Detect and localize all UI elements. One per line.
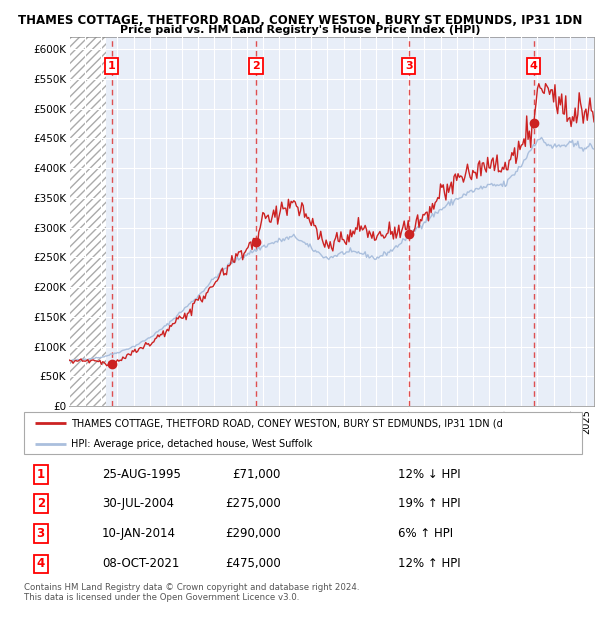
Text: £71,000: £71,000 [232, 468, 281, 481]
Text: 6% ↑ HPI: 6% ↑ HPI [398, 527, 453, 540]
FancyBboxPatch shape [24, 412, 582, 454]
Text: 12% ↓ HPI: 12% ↓ HPI [398, 468, 460, 481]
Text: 19% ↑ HPI: 19% ↑ HPI [398, 497, 460, 510]
Text: HPI: Average price, detached house, West Suffolk: HPI: Average price, detached house, West… [71, 439, 313, 449]
Text: THAMES COTTAGE, THETFORD ROAD, CONEY WESTON, BURY ST EDMUNDS, IP31 1DN: THAMES COTTAGE, THETFORD ROAD, CONEY WES… [18, 14, 582, 27]
Text: THAMES COTTAGE, THETFORD ROAD, CONEY WESTON, BURY ST EDMUNDS, IP31 1DN (d: THAMES COTTAGE, THETFORD ROAD, CONEY WES… [71, 418, 503, 428]
Text: 3: 3 [37, 527, 45, 540]
Text: 1: 1 [37, 468, 45, 481]
Text: 1: 1 [108, 61, 116, 71]
Text: 12% ↑ HPI: 12% ↑ HPI [398, 557, 460, 570]
Text: 10-JAN-2014: 10-JAN-2014 [102, 527, 176, 540]
Text: 3: 3 [405, 61, 413, 71]
Text: 4: 4 [530, 61, 538, 71]
Text: 2: 2 [252, 61, 260, 71]
Text: 25-AUG-1995: 25-AUG-1995 [102, 468, 181, 481]
Text: Contains HM Land Registry data © Crown copyright and database right 2024.
This d: Contains HM Land Registry data © Crown c… [24, 583, 359, 602]
Text: 30-JUL-2004: 30-JUL-2004 [102, 497, 174, 510]
Text: £290,000: £290,000 [225, 527, 281, 540]
Text: £475,000: £475,000 [225, 557, 281, 570]
Text: 2: 2 [37, 497, 45, 510]
Text: 08-OCT-2021: 08-OCT-2021 [102, 557, 179, 570]
Text: £275,000: £275,000 [225, 497, 281, 510]
Text: Price paid vs. HM Land Registry's House Price Index (HPI): Price paid vs. HM Land Registry's House … [120, 25, 480, 35]
Text: 4: 4 [37, 557, 45, 570]
